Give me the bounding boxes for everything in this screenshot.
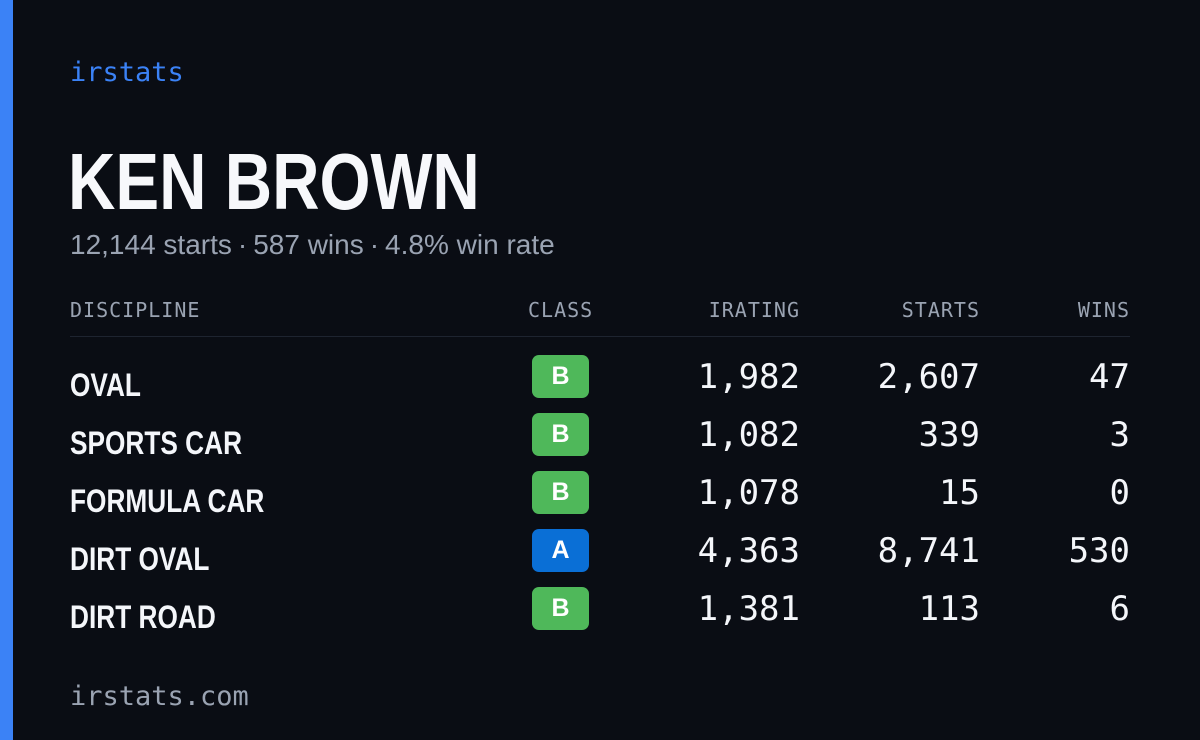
discipline-name: DIRT OVAL	[70, 541, 210, 577]
starts-value: 113	[918, 589, 980, 629]
starts-value: 15	[939, 473, 980, 513]
table-row: FORMULA CAR B 1,078 15 0	[70, 471, 1130, 529]
table-body: OVAL B 1,982 2,607 47 SPORTS CAR B 1,082…	[70, 337, 1130, 645]
win-rate: 4.8% win rate	[385, 229, 555, 260]
header-irating: IRATING	[708, 298, 800, 322]
separator: ·	[237, 229, 248, 260]
irating-value: 4,363	[697, 531, 800, 571]
wins-value: 0	[1109, 473, 1130, 513]
starts-value: 339	[918, 415, 980, 455]
discipline-name: SPORTS CAR	[70, 425, 243, 461]
separator: ·	[369, 229, 380, 260]
wins-value: 530	[1068, 531, 1130, 571]
table-row: SPORTS CAR B 1,082 339 3	[70, 413, 1130, 471]
class-badge: A	[532, 529, 589, 572]
header-starts: STARTS	[901, 298, 980, 322]
total-wins: 587 wins	[253, 229, 364, 260]
table-header: DISCIPLINE CLASS IRATING STARTS WINS	[70, 296, 1130, 337]
header-wins: WINS	[1077, 298, 1130, 322]
driver-summary: 12,144 starts · 587 wins · 4.8% win rate	[70, 227, 555, 263]
driver-name: KEN BROWN	[68, 137, 480, 226]
class-badge: B	[532, 355, 589, 398]
table-row: OVAL B 1,982 2,607 47	[70, 355, 1130, 413]
irating-value: 1,982	[697, 357, 800, 397]
class-badge: B	[532, 587, 589, 630]
class-badge: B	[532, 471, 589, 514]
brand-logo-text: irstats	[70, 57, 184, 88]
header-class: CLASS	[528, 298, 594, 322]
wins-value: 47	[1089, 357, 1130, 397]
discipline-name: FORMULA CAR	[70, 483, 265, 519]
irating-value: 1,082	[697, 415, 800, 455]
starts-value: 8,741	[877, 531, 980, 571]
discipline-name: DIRT ROAD	[70, 599, 216, 635]
wins-value: 6	[1109, 589, 1130, 629]
discipline-name: OVAL	[70, 367, 141, 403]
irating-value: 1,078	[697, 473, 800, 513]
accent-bar	[0, 0, 13, 740]
total-starts: 12,144 starts	[70, 229, 232, 260]
table-row: DIRT ROAD B 1,381 113 6	[70, 587, 1130, 645]
header-discipline: DISCIPLINE	[70, 298, 201, 322]
irating-value: 1,381	[697, 589, 800, 629]
starts-value: 2,607	[877, 357, 980, 397]
wins-value: 3	[1109, 415, 1130, 455]
stats-table: DISCIPLINE CLASS IRATING STARTS WINS OVA…	[70, 296, 1130, 645]
table-row: DIRT OVAL A 4,363 8,741 530	[70, 529, 1130, 587]
class-badge: B	[532, 413, 589, 456]
footer-url: irstats.com	[70, 681, 249, 712]
